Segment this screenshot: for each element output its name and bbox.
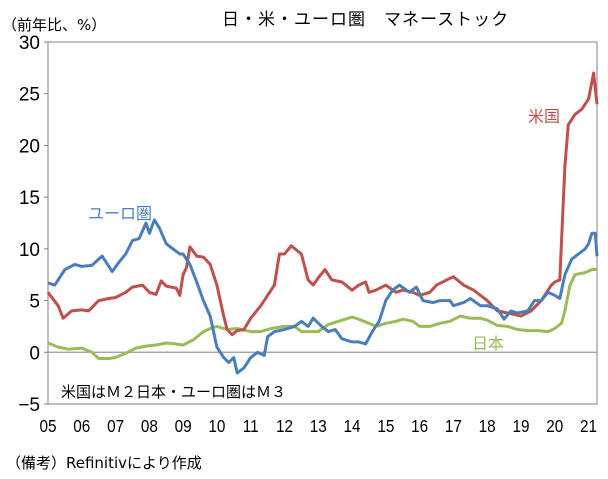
x-tick-label: 21	[580, 416, 597, 436]
x-tick-label: 07	[107, 416, 124, 436]
x-tick-label: 16	[411, 416, 428, 436]
series-line-us	[46, 71, 599, 337]
series-line-euro	[47, 218, 599, 375]
y-axis-label: （前年比、%）	[2, 16, 107, 34]
series-label-japan: 日本	[472, 334, 505, 353]
y-tick-label: −5	[18, 395, 40, 416]
x-tick-label: 18	[479, 416, 496, 436]
x-tick-label: 09	[175, 416, 192, 436]
x-tick-label: 10	[208, 416, 225, 436]
x-tick-label: 13	[310, 416, 327, 436]
y-tick-label: 15	[19, 188, 40, 209]
y-tick-label: 10	[19, 240, 40, 261]
x-tick-label: 11	[243, 416, 259, 436]
x-tick-label: 05	[39, 416, 56, 436]
x-tick-label: 15	[377, 416, 394, 436]
plot-border	[47, 41, 598, 405]
series-label-us: 米国	[528, 107, 561, 126]
y-tick-label: 20	[19, 136, 40, 157]
series-label-euro: ユーロ圏	[88, 204, 153, 223]
x-tick-label: 14	[344, 416, 361, 436]
chart-title: 日・米・ユーロ圏 マネーストック	[222, 10, 510, 30]
x-tick-label: 20	[546, 416, 563, 436]
y-tick-label: 25	[19, 85, 40, 106]
y-tick-label: 30	[19, 33, 40, 54]
chart-annotation: 米国はＭ２日本・ユーロ圏はＭ３	[61, 383, 287, 401]
y-tick-label: 0	[29, 343, 40, 364]
x-tick-label: 08	[141, 416, 158, 436]
x-tick-label: 06	[73, 416, 90, 436]
x-tick-label: 12	[276, 416, 293, 436]
x-tick-label: 19	[512, 416, 529, 436]
series-line-japan	[47, 268, 597, 360]
source-note: （備考）Refinitivにより作成	[6, 454, 202, 472]
y-tick-label: 5	[29, 292, 40, 313]
x-tick-label: 17	[445, 416, 462, 436]
